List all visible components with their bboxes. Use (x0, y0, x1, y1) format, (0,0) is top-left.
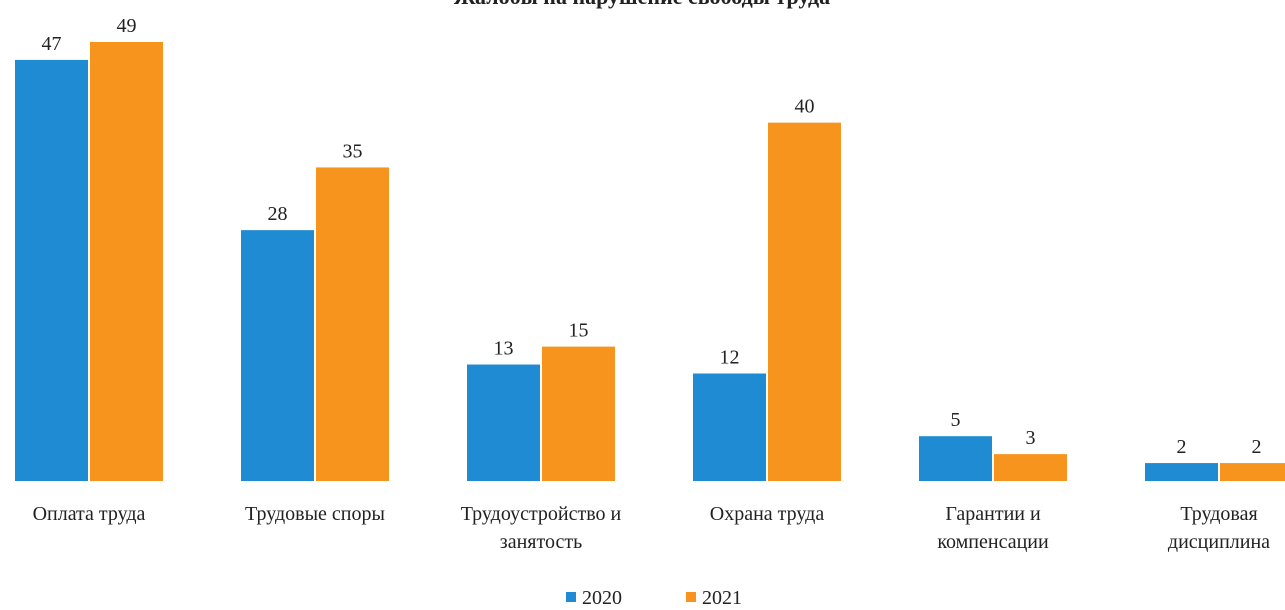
legend-label: 2021 (702, 587, 742, 609)
bar (467, 364, 540, 481)
bar (1145, 463, 1218, 481)
bar (994, 454, 1067, 481)
value-label: 35 (343, 140, 363, 162)
legend-swatch (566, 592, 576, 602)
value-label: 2 (1177, 436, 1187, 458)
bar (241, 230, 314, 481)
x-tick-label: Трудовая дисциплина (1167, 503, 1271, 553)
x-tick-label: Гарантии и компенсации (937, 503, 1049, 553)
x-tick-label: Охрана труда (709, 503, 825, 525)
bar (693, 373, 766, 481)
bar (15, 59, 88, 481)
bar (768, 122, 841, 481)
value-label: 3 (1026, 427, 1036, 449)
bar (919, 436, 992, 481)
value-label: 47 (42, 33, 62, 55)
legend-label: 2020 (582, 587, 622, 609)
chart-title: Жалобы на нарушение свободы труда (454, 0, 830, 9)
x-tick-label: Трудоустройство и занятость (460, 503, 622, 553)
value-label: 12 (720, 346, 740, 368)
value-label: 15 (569, 320, 589, 342)
x-tick-label: Трудовые споры (245, 503, 385, 525)
value-label: 2 (1252, 436, 1262, 458)
bar (1220, 463, 1285, 481)
bar (542, 346, 615, 481)
value-label: 49 (117, 15, 137, 37)
bar (90, 42, 163, 481)
bar (316, 167, 389, 481)
legend-swatch (686, 592, 696, 602)
value-label: 28 (268, 203, 288, 225)
value-label: 13 (494, 338, 514, 360)
value-label: 5 (951, 409, 961, 431)
value-label: 40 (795, 96, 815, 118)
x-tick-label: Оплата труда (32, 503, 146, 525)
